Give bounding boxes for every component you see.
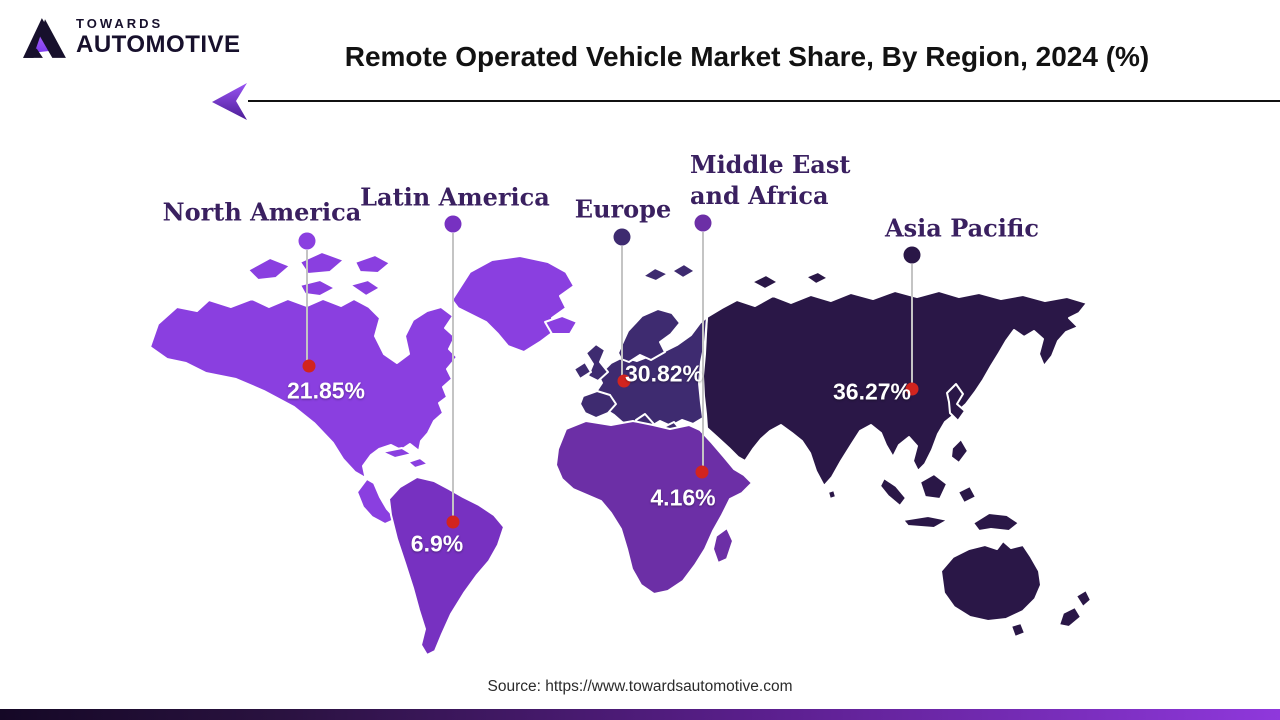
map-region-latin-america: [388, 476, 505, 656]
map-region-north-america: [149, 251, 578, 525]
value-latin-america: 6.9%: [410, 530, 464, 557]
region-label-asia-pacific: Asia Pacific: [885, 213, 1039, 243]
leader-line-asia-pacific: [911, 264, 913, 384]
brand-logo-icon: [23, 18, 66, 58]
brand-name-top: TOWARDS: [76, 16, 164, 31]
end-dot-middle-east-africa: [695, 465, 709, 479]
marker-middle-east-africa: [694, 214, 712, 232]
leader-line-middle-east-africa: [702, 232, 704, 467]
end-dot-asia-pacific: [905, 382, 919, 396]
left-arrow-icon: [212, 83, 247, 120]
leader-line-latin-america: [452, 233, 454, 518]
marker-latin-america: [444, 215, 462, 233]
end-dot-latin-america: [446, 515, 460, 529]
marker-north-america: [298, 232, 316, 250]
brand-logo-text: TOWARDS AUTOMOTIVE: [76, 17, 241, 57]
marker-europe: [613, 228, 631, 246]
source-text: Source: https://www.towardsautomotive.co…: [487, 678, 793, 695]
region-label-europe: Europe: [574, 194, 672, 224]
bottom-gradient-bar: [0, 709, 1280, 720]
region-label-latin-america: Latin America: [360, 182, 550, 212]
value-north-america: 21.85%: [286, 377, 366, 404]
value-middle-east-africa: 4.16%: [650, 484, 716, 511]
leader-line-europe: [621, 246, 623, 376]
end-dot-europe: [617, 374, 631, 388]
map-region-europe: [573, 263, 708, 442]
map-region-asia-pacific: [702, 271, 1092, 638]
leader-line-north-america: [306, 250, 308, 362]
end-dot-north-america: [302, 359, 316, 373]
value-asia-pacific: 36.27%: [832, 378, 912, 405]
marker-asia-pacific: [903, 246, 921, 264]
brand-name-bottom: AUTOMOTIVE: [76, 31, 241, 58]
region-label-north-america: North America: [162, 197, 362, 227]
region-label-middle-east-africa: Middle East and Africa: [690, 149, 850, 211]
page-title: Remote Operated Vehicle Market Share, By…: [344, 41, 1150, 72]
region-label-and-africa: and Africa: [690, 181, 829, 210]
value-europe: 30.82%: [624, 360, 704, 387]
region-label-middle-east: Middle East: [690, 150, 851, 179]
title-divider-arrow: [212, 83, 1280, 120]
brand-logo: TOWARDS AUTOMOTIVE: [22, 14, 241, 60]
